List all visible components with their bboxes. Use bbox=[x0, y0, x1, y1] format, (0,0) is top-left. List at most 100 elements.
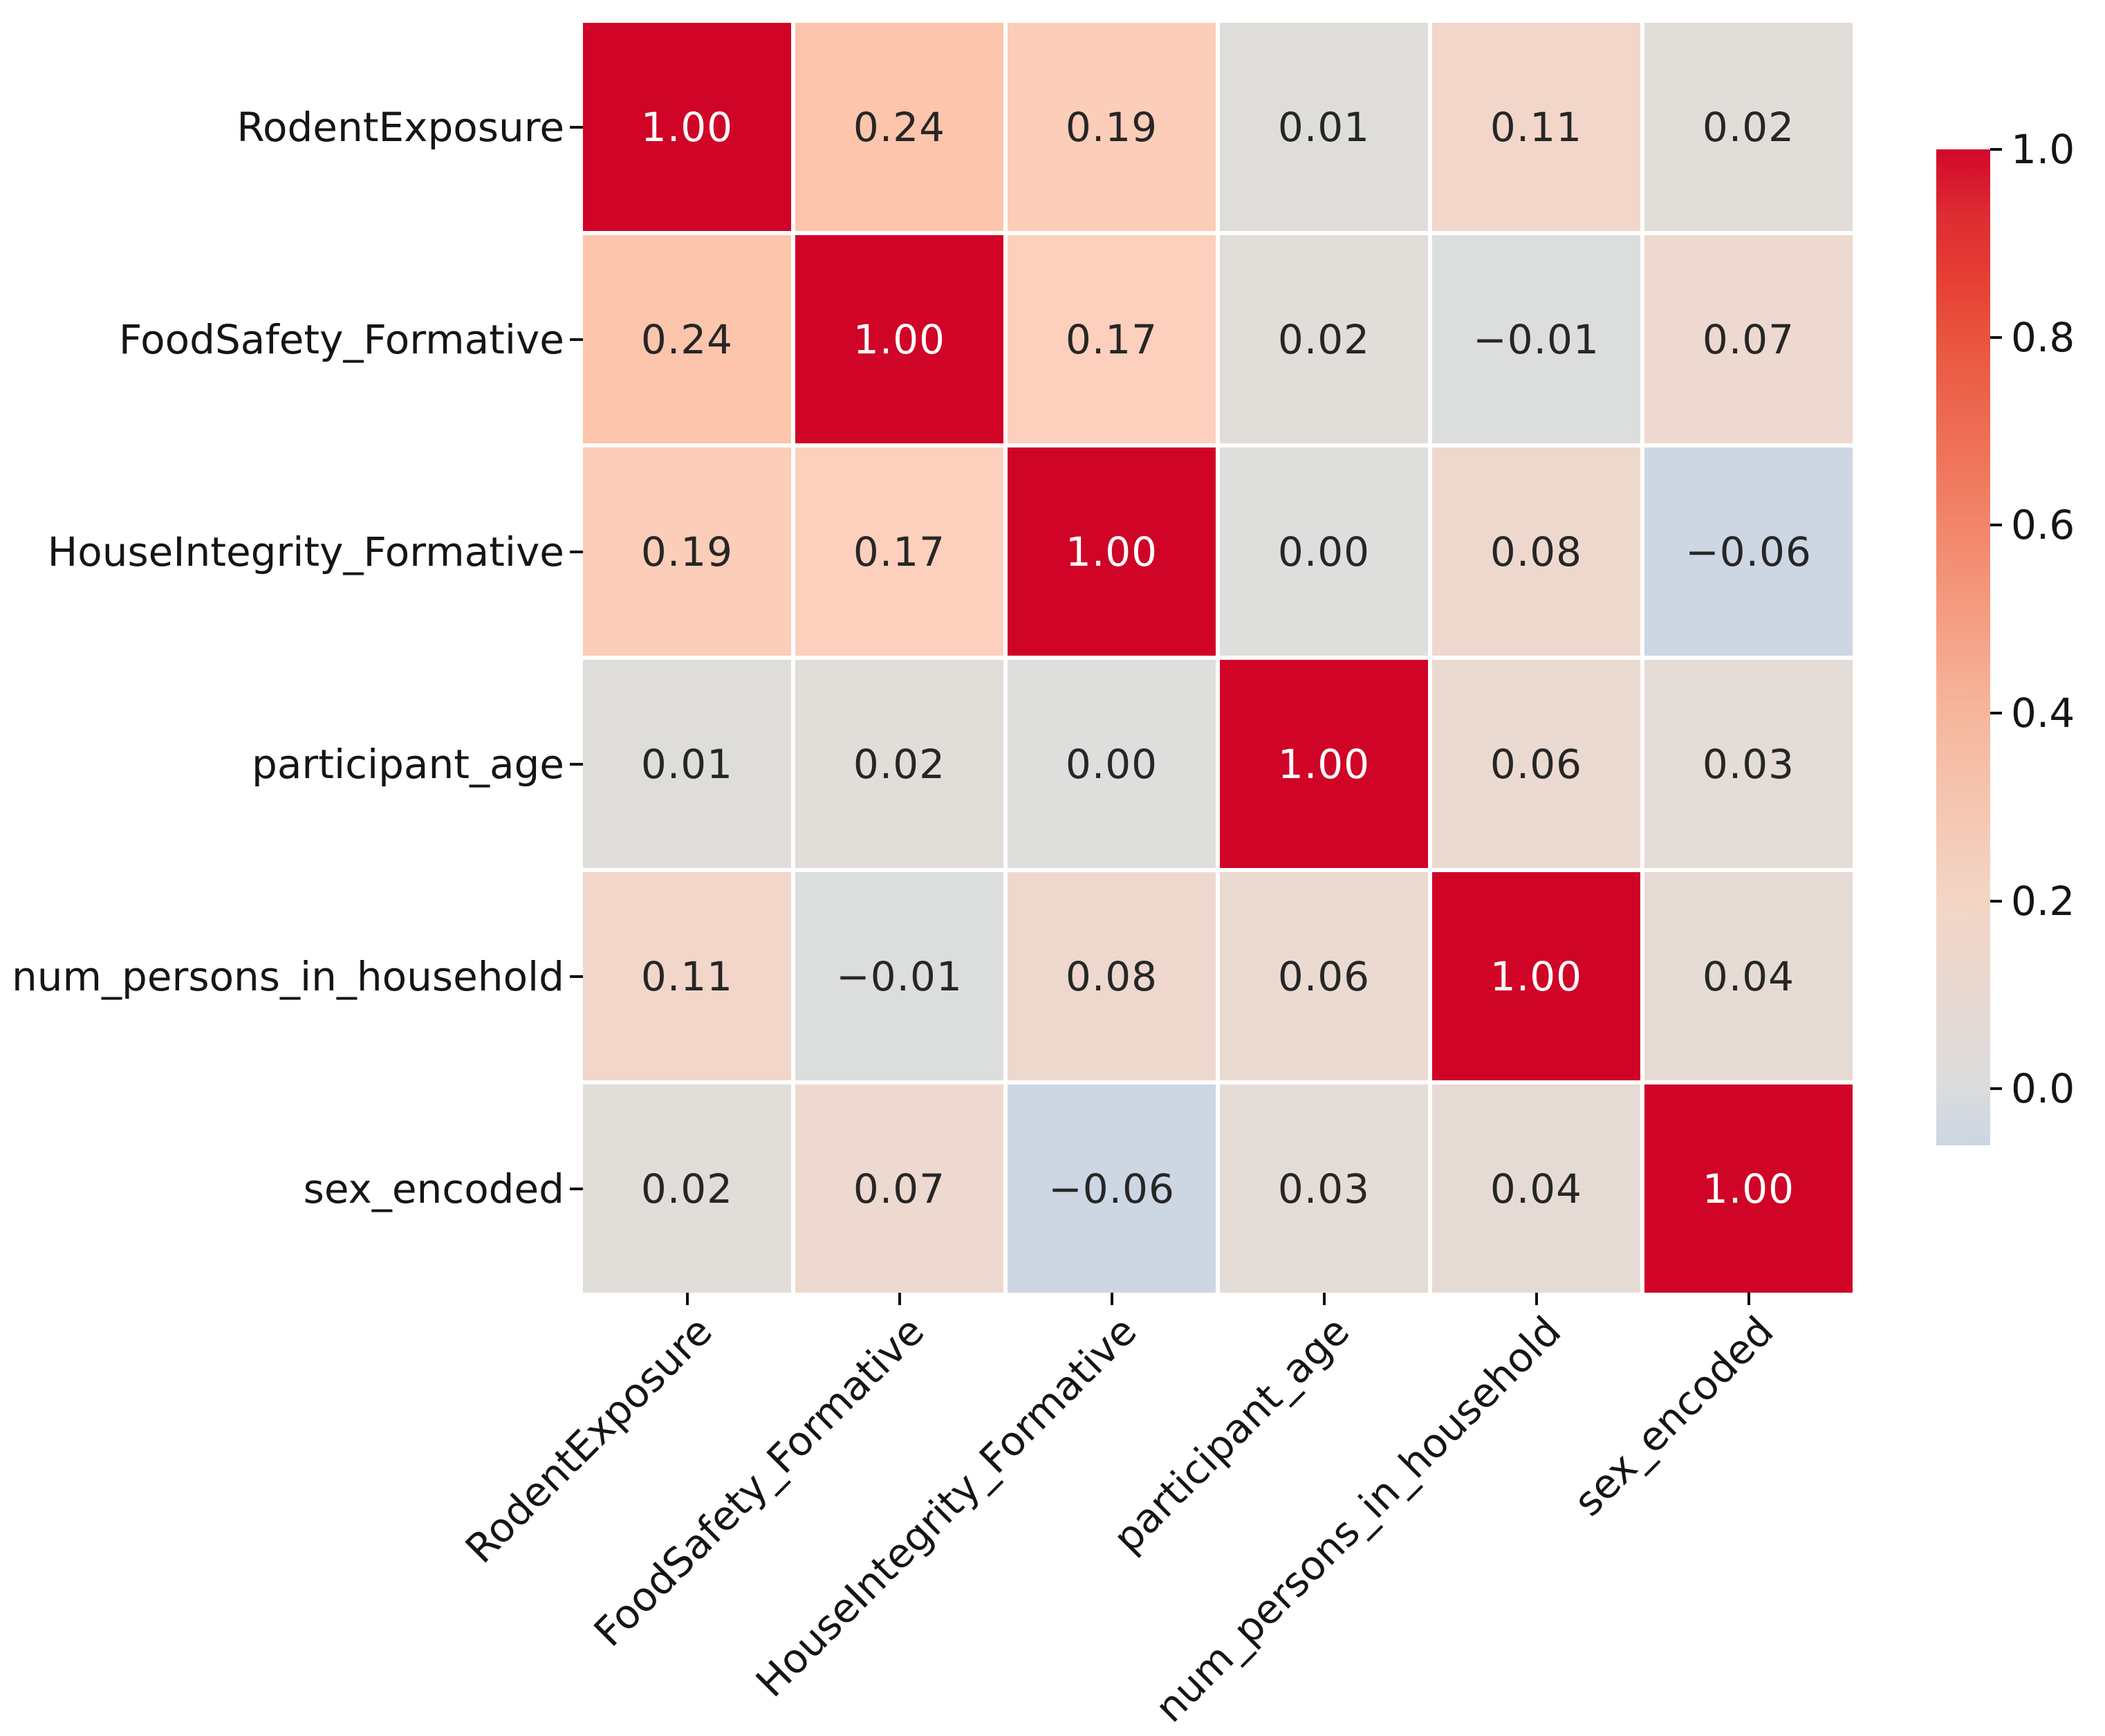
y-tick-mark bbox=[570, 975, 583, 978]
heatmap-cell: 1.00 bbox=[1644, 1084, 1853, 1293]
y-tick-mark bbox=[570, 338, 583, 341]
cell-value: 1.00 bbox=[1065, 528, 1158, 575]
cell-value: 0.03 bbox=[1277, 1165, 1371, 1212]
heatmap-cell: 1.00 bbox=[1008, 447, 1216, 656]
cell-value: 0.06 bbox=[1490, 740, 1583, 788]
y-axis-label: HouseIntegrity_Formative bbox=[47, 528, 564, 575]
y-axis-label: FoodSafety_Formative bbox=[118, 315, 564, 363]
heatmap-cell: 0.19 bbox=[583, 447, 791, 656]
heatmap-cell: −0.01 bbox=[1432, 235, 1640, 443]
cell-value: 0.24 bbox=[640, 315, 734, 363]
heatmap-cell: −0.06 bbox=[1644, 447, 1853, 656]
heatmap-cell: 1.00 bbox=[795, 235, 1003, 443]
cell-value: 1.00 bbox=[1277, 740, 1371, 788]
y-axis-label: sex_encoded bbox=[303, 1165, 564, 1212]
heatmap-cell: 0.02 bbox=[1220, 235, 1428, 443]
x-axis-label-text: sex_encoded bbox=[1564, 1307, 1783, 1526]
heatmap-cell: 0.11 bbox=[583, 872, 791, 1080]
cell-value: −0.06 bbox=[1048, 1165, 1175, 1212]
heatmap-cell: 0.00 bbox=[1220, 447, 1428, 656]
cell-value: 0.02 bbox=[1702, 103, 1795, 151]
heatmap-cell: 0.07 bbox=[1644, 235, 1853, 443]
cell-value: 1.00 bbox=[1702, 1165, 1795, 1212]
heatmap-cell: 0.02 bbox=[1644, 23, 1853, 231]
cell-value: 0.02 bbox=[853, 740, 946, 788]
colorbar-tick-mark bbox=[1990, 524, 2002, 527]
cell-value: −0.01 bbox=[1473, 315, 1599, 363]
colorbar-tick-label: 1.0 bbox=[2011, 126, 2075, 173]
colorbar-tick-label: 0.4 bbox=[2011, 690, 2075, 737]
y-axis-label: participant_age bbox=[252, 740, 564, 788]
y-axis-label: RodentExposure bbox=[237, 103, 564, 151]
y-tick-mark bbox=[570, 125, 583, 129]
y-tick-mark bbox=[570, 550, 583, 553]
x-tick-mark bbox=[898, 1293, 901, 1305]
y-tick-mark bbox=[570, 762, 583, 766]
cell-value: 0.08 bbox=[1065, 952, 1158, 1000]
heatmap-cell: 0.00 bbox=[1008, 660, 1216, 868]
heatmap-cell: −0.06 bbox=[1008, 1084, 1216, 1293]
cell-value: 1.00 bbox=[1490, 952, 1583, 1000]
colorbar-tick-label: 0.2 bbox=[2011, 877, 2075, 925]
colorbar-tick-label: 0.0 bbox=[2011, 1065, 2075, 1113]
x-axis-label-text: participant_age bbox=[1104, 1307, 1358, 1562]
heatmap-cell: 0.08 bbox=[1432, 447, 1640, 656]
heatmap-cell: 0.03 bbox=[1644, 660, 1853, 868]
y-axis-label: num_persons_in_household bbox=[11, 952, 564, 1000]
heatmap-cell: 0.06 bbox=[1432, 660, 1640, 868]
cell-value: 0.24 bbox=[853, 103, 946, 151]
heatmap-cell: 0.17 bbox=[1008, 235, 1216, 443]
heatmap-cell: 0.06 bbox=[1220, 872, 1428, 1080]
cell-value: 0.19 bbox=[1065, 103, 1158, 151]
heatmap-cell: 1.00 bbox=[1220, 660, 1428, 868]
heatmap-cell: −0.01 bbox=[795, 872, 1003, 1080]
cell-value: 0.11 bbox=[640, 952, 734, 1000]
cell-value: 0.03 bbox=[1702, 740, 1795, 788]
cell-value: 0.02 bbox=[1277, 315, 1371, 363]
cell-value: 0.01 bbox=[1277, 103, 1371, 151]
heatmap-cell: 0.07 bbox=[795, 1084, 1003, 1293]
x-axis-label-text: num_persons_in_household bbox=[1146, 1307, 1570, 1732]
heatmap-cell: 0.01 bbox=[583, 660, 791, 868]
cell-value: −0.01 bbox=[836, 952, 963, 1000]
colorbar-tick-mark bbox=[1990, 335, 2002, 339]
cell-value: 0.02 bbox=[640, 1165, 734, 1212]
x-tick-mark bbox=[1747, 1293, 1750, 1305]
heatmap-cell: 0.11 bbox=[1432, 23, 1640, 231]
colorbar-tick-label: 0.6 bbox=[2011, 501, 2075, 549]
cell-value: 0.11 bbox=[1490, 103, 1583, 151]
cell-value: 0.07 bbox=[1702, 315, 1795, 363]
colorbar-tick-mark bbox=[1990, 712, 2002, 715]
x-axis-label-text: HouseIntegrity_Formative bbox=[747, 1307, 1146, 1706]
heatmap-cell: 0.08 bbox=[1008, 872, 1216, 1080]
cell-value: 0.17 bbox=[1065, 315, 1158, 363]
heatmap-cell: 0.24 bbox=[583, 235, 791, 443]
cell-value: 0.04 bbox=[1702, 952, 1795, 1000]
colorbar-tick-label: 0.8 bbox=[2011, 313, 2075, 361]
cell-value: 0.06 bbox=[1277, 952, 1371, 1000]
heatmap-cell: 0.24 bbox=[795, 23, 1003, 231]
cell-value: −0.06 bbox=[1685, 528, 1812, 575]
cell-value: 0.17 bbox=[853, 528, 946, 575]
heatmap-cell: 0.19 bbox=[1008, 23, 1216, 231]
heatmap-cell: 0.17 bbox=[795, 447, 1003, 656]
heatmap-cell: 1.00 bbox=[1432, 872, 1640, 1080]
colorbar-tick-mark bbox=[1990, 899, 2002, 903]
heatmap-grid: 1.00 0.24 0.19 0.01 0.11 0.02 0.24 1.00 0.17 0.02… bbox=[583, 23, 1853, 1293]
heatmap-cell: 0.03 bbox=[1220, 1084, 1428, 1293]
colorbar-tick-mark bbox=[1990, 148, 2002, 151]
cell-value: 0.07 bbox=[853, 1165, 946, 1212]
cell-value: 0.04 bbox=[1490, 1165, 1583, 1212]
colorbar-tick-mark bbox=[1990, 1087, 2002, 1091]
cell-value: 0.00 bbox=[1277, 528, 1371, 575]
heatmap-cell: 0.04 bbox=[1432, 1084, 1640, 1293]
x-tick-mark bbox=[1110, 1293, 1113, 1305]
cell-value: 0.19 bbox=[640, 528, 734, 575]
heatmap-cell: 0.02 bbox=[583, 1084, 791, 1293]
cell-value: 0.01 bbox=[640, 740, 734, 788]
cell-value: 1.00 bbox=[853, 315, 946, 363]
heatmap-cell: 0.02 bbox=[795, 660, 1003, 868]
x-tick-mark bbox=[1534, 1293, 1538, 1305]
x-tick-mark bbox=[685, 1293, 689, 1305]
